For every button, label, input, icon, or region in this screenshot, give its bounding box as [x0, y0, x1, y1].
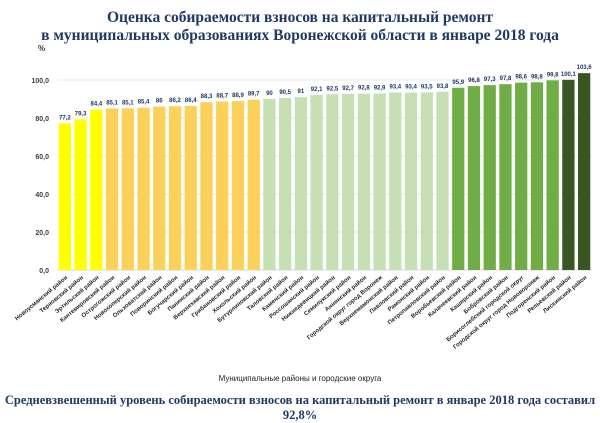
chart-subtitle: в муниципальных образованиях Воронежской…	[41, 27, 559, 44]
bar	[231, 101, 245, 270]
data-label: 77,2	[59, 115, 71, 121]
y-axis-unit: %	[38, 44, 46, 53]
y-tick-label: 80,0	[35, 116, 49, 123]
bar	[562, 79, 575, 270]
chart-title: Оценка собираемости взносов на капитальн…	[106, 9, 494, 26]
bar	[357, 93, 370, 271]
data-label: 85,1	[106, 100, 118, 106]
footer-note: Средневзвешенный уровень собираемости вз…	[4, 393, 596, 422]
data-label: 86	[156, 99, 163, 105]
bar	[515, 82, 528, 270]
data-label: 90	[266, 91, 273, 97]
bar	[216, 101, 229, 270]
data-label: 97,3	[484, 77, 496, 83]
data-label: 85,4	[138, 100, 150, 106]
bar	[436, 91, 449, 270]
bar	[263, 99, 276, 270]
data-label: 91	[298, 89, 305, 95]
bar	[499, 84, 512, 271]
bar	[200, 102, 213, 270]
y-tick-label: 100,0	[31, 78, 49, 85]
data-label: 93,5	[421, 84, 433, 90]
data-label: 97,8	[500, 76, 512, 82]
bar	[546, 80, 559, 270]
data-label: 96,8	[468, 78, 480, 84]
data-label: 93,4	[405, 85, 417, 91]
y-tick-label: 20,0	[35, 230, 49, 237]
bar	[373, 93, 386, 271]
data-label: 88,7	[216, 93, 228, 99]
bar	[279, 98, 292, 270]
data-label: 92,5	[327, 86, 339, 92]
data-label: 90,5	[279, 90, 291, 96]
bar	[577, 73, 591, 270]
bar	[310, 95, 323, 270]
data-label: 103,6	[577, 65, 593, 71]
bar	[168, 106, 182, 270]
bar	[420, 92, 433, 270]
y-tick-label: 60,0	[35, 154, 49, 161]
data-label: 79,3	[75, 111, 87, 117]
bar	[58, 123, 72, 270]
data-label: 93,8	[437, 84, 449, 90]
bar	[247, 99, 260, 270]
data-label: 89,7	[248, 92, 260, 98]
y-tick-label: 40,0	[35, 192, 49, 199]
data-label: 92,8	[358, 86, 370, 92]
data-label: 92,1	[311, 87, 323, 93]
data-label: 88,9	[232, 93, 244, 99]
bar	[90, 109, 103, 270]
bar	[137, 107, 150, 271]
bar	[467, 86, 481, 270]
bar	[121, 108, 134, 270]
data-label: 86,4	[185, 98, 197, 104]
data-label: 98,6	[515, 75, 527, 81]
data-label: 88,3	[201, 94, 213, 100]
x-axis-title: Муниципальные районы и городские округа	[218, 374, 382, 383]
data-label: 98,8	[531, 74, 543, 80]
data-label: 86,2	[169, 98, 181, 104]
bar	[452, 87, 465, 270]
bar	[341, 93, 355, 271]
bar	[326, 94, 339, 270]
data-label: 100,1	[561, 72, 577, 78]
data-label: 84,4	[90, 102, 102, 108]
data-label: 99,8	[547, 72, 559, 78]
y-tick-label: 0,0	[39, 268, 49, 275]
data-label: 93,4	[389, 85, 401, 91]
bar	[294, 97, 308, 270]
data-label: 92,7	[342, 86, 354, 92]
bar	[483, 85, 496, 270]
data-label: 95,9	[452, 80, 464, 86]
bar	[389, 92, 402, 270]
bar	[74, 119, 87, 270]
bar	[530, 82, 544, 270]
bar	[105, 108, 119, 270]
bar	[404, 92, 418, 270]
bar	[153, 106, 166, 270]
data-label: 92,9	[374, 85, 386, 91]
data-label: 85,1	[122, 100, 134, 106]
bar	[184, 105, 197, 270]
